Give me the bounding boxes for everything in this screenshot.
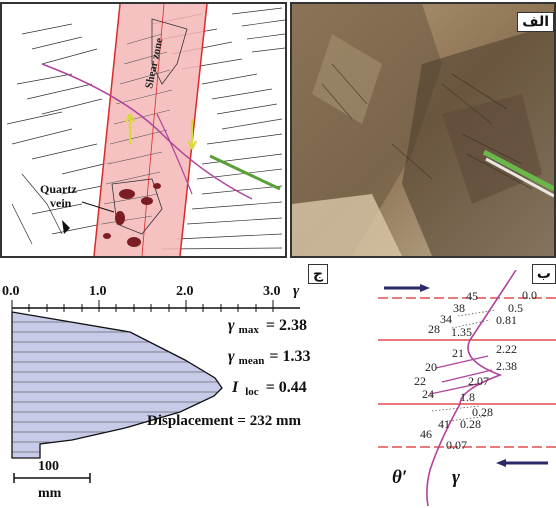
shear-arrow-up	[125, 113, 135, 144]
gamma-mean-symbol: γ	[228, 348, 235, 365]
displacement-stat: Displacement = 232 mm	[147, 413, 301, 429]
strain-profile-panel: 0.0 1.0 2.0 3.0 γ γ max = 2.38 γ mean = …	[2, 283, 310, 501]
strain-0: 0.0	[522, 288, 537, 302]
angle-6: 22	[414, 374, 426, 388]
field-sketch: Shear zone Quartz vein	[6, 4, 285, 256]
shear-zone-boundary-left	[93, 4, 121, 256]
quartz-leader-line	[81, 201, 115, 213]
angle-8: 41	[438, 417, 450, 431]
projection-lines	[431, 309, 497, 423]
scale-value: 100	[38, 459, 59, 474]
angle-0: 45	[466, 289, 478, 303]
panel-label-b: ب	[531, 264, 556, 284]
strain-10: 0.07	[446, 438, 467, 452]
deformed-marker-curve	[426, 270, 517, 507]
photo-green-marker	[482, 149, 554, 192]
axis-gamma-symbol: γ	[293, 283, 300, 299]
strain-9: 0.28	[460, 417, 481, 431]
gamma-mean-stat: γ mean = 1.33	[228, 348, 310, 368]
gamma-label: γ	[452, 467, 460, 488]
shear-zone-centerline	[141, 4, 165, 256]
field-sketch-panel: Shear zone Quartz vein	[0, 2, 287, 258]
shear-zone-boundary-right	[179, 4, 208, 256]
panel-label-c: ج	[308, 264, 329, 284]
shear-zone-fabric	[101, 33, 173, 225]
panel-label-a: الف	[517, 12, 554, 32]
strain-1: 0.5	[508, 301, 523, 315]
outcrop-photo-panel: الف	[290, 2, 556, 258]
shear-zone-band	[94, 4, 207, 256]
gamma-max-symbol: γ	[228, 317, 235, 334]
gamma-mean-value: = 1.33	[269, 348, 310, 365]
gamma-axis-ticks	[11, 300, 274, 312]
theta-prime-label: θ′	[392, 467, 407, 488]
tick-0: 0.0	[2, 284, 20, 299]
tick-1: 1.0	[89, 284, 107, 299]
shear-strain-diagram: 45 38 34 28 21 20 22 24 41 46 0.0 0.5 0.…	[378, 270, 556, 507]
tick-3: 3.0	[263, 284, 281, 299]
gamma-max-stat: γ max = 2.38	[228, 317, 307, 337]
quartz-label-line1: Quartz	[40, 182, 77, 196]
angle-2: 34	[440, 312, 452, 326]
strain-7: 1.8	[460, 390, 475, 404]
shear-arrow-down	[187, 119, 197, 150]
black-fragment	[62, 220, 70, 234]
strain-5: 2.38	[496, 359, 517, 373]
marker-segments	[429, 355, 493, 395]
gamma-mean-sub: mean	[239, 355, 265, 367]
gamma-max-value: = 2.38	[266, 317, 307, 334]
zone-boundaries	[378, 297, 556, 448]
iloc-value: = 0.44	[266, 379, 307, 396]
iloc-sub: loc	[245, 386, 259, 398]
deformed-vein-curve	[41, 63, 253, 200]
angle-1: 38	[453, 301, 465, 315]
tick-2: 2.0	[176, 284, 194, 299]
iloc-symbol: I	[231, 379, 239, 396]
iloc-stat: I loc = 0.44	[231, 379, 307, 399]
strain-3: 1.35	[451, 325, 472, 339]
angle-3: 28	[428, 322, 440, 336]
strain-6: 2.07	[468, 374, 489, 388]
angle-9: 46	[420, 427, 432, 441]
strain-8: 0.28	[472, 405, 493, 419]
scale-unit: mm	[38, 486, 62, 501]
green-vein	[209, 154, 281, 191]
angle-7: 24	[422, 387, 434, 401]
deformed-vein-curve-2	[156, 113, 193, 195]
gamma-max-sub: max	[239, 324, 260, 336]
quartz-fragments	[103, 183, 161, 247]
angle-5: 20	[425, 360, 437, 374]
outcrop-photo	[292, 4, 554, 256]
angle-4: 21	[452, 346, 464, 360]
strain-4: 2.22	[496, 342, 517, 356]
strain-2: 0.81	[496, 313, 517, 327]
profile-hatching	[12, 321, 219, 453]
quartz-label-line2: vein	[50, 196, 72, 210]
strain-profile-shape	[11, 311, 223, 459]
